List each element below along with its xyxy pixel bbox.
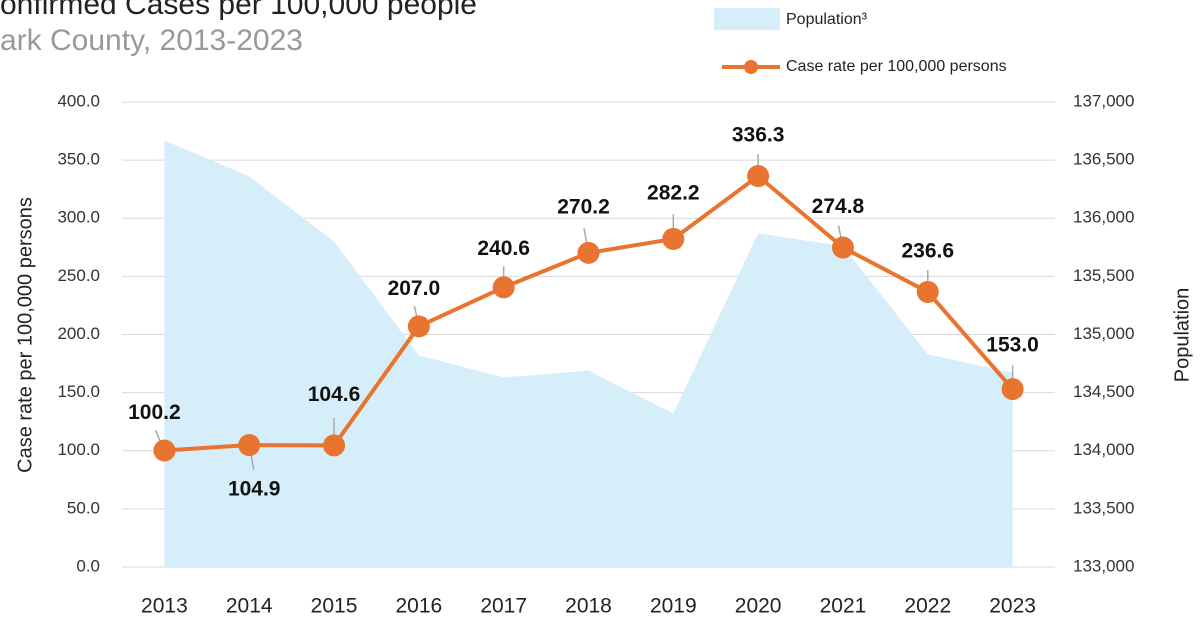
point: [577, 241, 600, 264]
y2-tick-label: 134,000: [1073, 440, 1134, 459]
y-tick-label: 50.0: [67, 498, 100, 517]
legend-swatch: [714, 8, 780, 30]
y-tick-label: 0.0: [76, 556, 100, 575]
y2-tick-label: 136,500: [1073, 150, 1134, 169]
x-tick-label: 2019: [650, 595, 697, 618]
data-label: 336.3: [732, 124, 785, 147]
y-tick-label: 250.0: [57, 266, 100, 285]
data-label: 207.0: [388, 277, 441, 300]
point: [407, 315, 430, 338]
chart-title: onfirmed Cases per 100,000 people: [0, 0, 477, 21]
point: [238, 434, 261, 457]
y-tick-label: 100.0: [57, 440, 100, 459]
data-label: 104.6: [308, 383, 361, 406]
legend-label: Case rate per 100,000 persons: [786, 58, 1007, 75]
y2-tick-label: 134,500: [1073, 382, 1134, 401]
y2-tick-label: 137,000: [1073, 91, 1134, 110]
chart-subtitle: ark County, 2013-2023: [0, 24, 303, 57]
data-label: 282.2: [647, 181, 700, 204]
y2-axis-label: Population: [1171, 288, 1193, 383]
y2-tick-label: 133,500: [1073, 498, 1134, 517]
y-tick-label: 300.0: [57, 208, 100, 227]
y-axis-label: Case rate per 100,000 persons: [14, 197, 36, 473]
y-tick-label: 150.0: [57, 382, 100, 401]
data-label: 274.8: [812, 195, 865, 218]
data-label: 236.6: [901, 239, 954, 262]
x-tick-label: 2018: [565, 595, 612, 618]
x-tick-label: 2015: [311, 595, 358, 618]
x-tick-label: 2014: [226, 595, 273, 618]
data-label: 240.6: [477, 237, 530, 260]
y-tick-label: 400.0: [57, 91, 100, 110]
x-tick-label: 2022: [904, 595, 951, 618]
point: [323, 434, 346, 457]
x-tick-label: 2013: [141, 595, 188, 618]
point: [916, 280, 939, 303]
x-tick-label: 2017: [480, 595, 527, 618]
point: [1001, 378, 1024, 401]
point: [747, 165, 770, 188]
point: [831, 236, 854, 259]
data-label: 100.2: [128, 401, 181, 424]
legend-label: Population³: [786, 11, 868, 28]
x-tick-label: 2021: [820, 595, 867, 618]
point: [153, 439, 176, 462]
y2-tick-label: 133,000: [1073, 556, 1134, 575]
data-label: 153.0: [986, 334, 1039, 357]
legend-marker: [744, 60, 758, 74]
x-tick-label: 2023: [989, 595, 1036, 618]
y2-tick-label: 135,500: [1073, 266, 1134, 285]
data-label: 270.2: [557, 195, 610, 218]
plot: [122, 101, 1055, 568]
x-tick-label: 2016: [396, 595, 443, 618]
point: [492, 276, 515, 299]
y-tick-label: 200.0: [57, 324, 100, 343]
y2-tick-label: 136,000: [1073, 208, 1134, 227]
y2-tick-label: 135,000: [1073, 324, 1134, 343]
data-label: 104.9: [228, 478, 281, 501]
x-tick-label: 2020: [735, 595, 782, 618]
point: [662, 227, 685, 250]
population-area: [164, 140, 1013, 568]
y-tick-label: 350.0: [57, 150, 100, 169]
